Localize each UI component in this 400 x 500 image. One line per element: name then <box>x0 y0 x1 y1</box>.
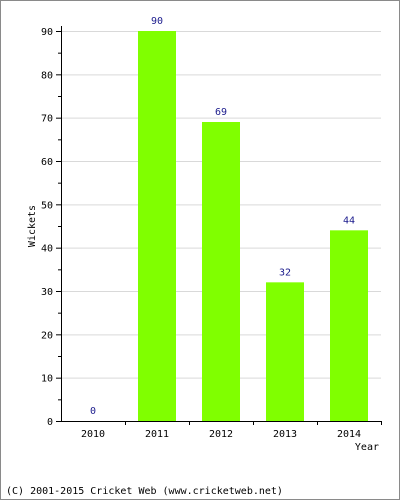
bar-value-label: 90 <box>151 16 163 27</box>
y-tick-label: 10 <box>41 374 53 385</box>
y-tick-label: 30 <box>41 287 53 298</box>
copyright-footer: (C) 2001-2015 Cricket Web (www.cricketwe… <box>6 486 283 497</box>
axes <box>61 26 381 422</box>
bar <box>138 31 176 421</box>
bar <box>266 282 304 421</box>
y-tick-label: 60 <box>41 157 53 168</box>
x-axis-title: Year <box>355 442 379 453</box>
bar <box>202 122 240 421</box>
y-axis-title: Wickets <box>27 205 38 247</box>
y-tick-label: 40 <box>41 244 53 255</box>
y-tick-labels: 0 10 20 30 40 50 60 70 80 90 <box>41 27 61 428</box>
bar-value-label: 0 <box>90 406 96 417</box>
bar-value-label: 32 <box>279 267 291 278</box>
y-tick-label: 50 <box>41 200 53 211</box>
y-tick-label: 20 <box>41 330 53 341</box>
x-tick-label: 2014 <box>337 429 361 440</box>
y-tick-label: 0 <box>47 417 53 428</box>
x-tick-label: 2011 <box>145 429 169 440</box>
bar-value-label: 69 <box>215 107 227 118</box>
value-labels: 0 90 69 32 44 <box>90 16 355 417</box>
y-tick-label: 80 <box>41 70 53 81</box>
bar-value-label: 44 <box>343 215 355 226</box>
y-tick-label: 90 <box>41 27 53 38</box>
bar <box>330 230 368 421</box>
bars <box>138 31 368 421</box>
x-tick-label: 2012 <box>209 429 233 440</box>
x-tick-label: 2013 <box>273 429 297 440</box>
y-tick-label: 70 <box>41 114 53 125</box>
x-tick-label: 2010 <box>81 429 105 440</box>
x-tick-labels: 2010 2011 2012 2013 2014 <box>81 421 382 440</box>
